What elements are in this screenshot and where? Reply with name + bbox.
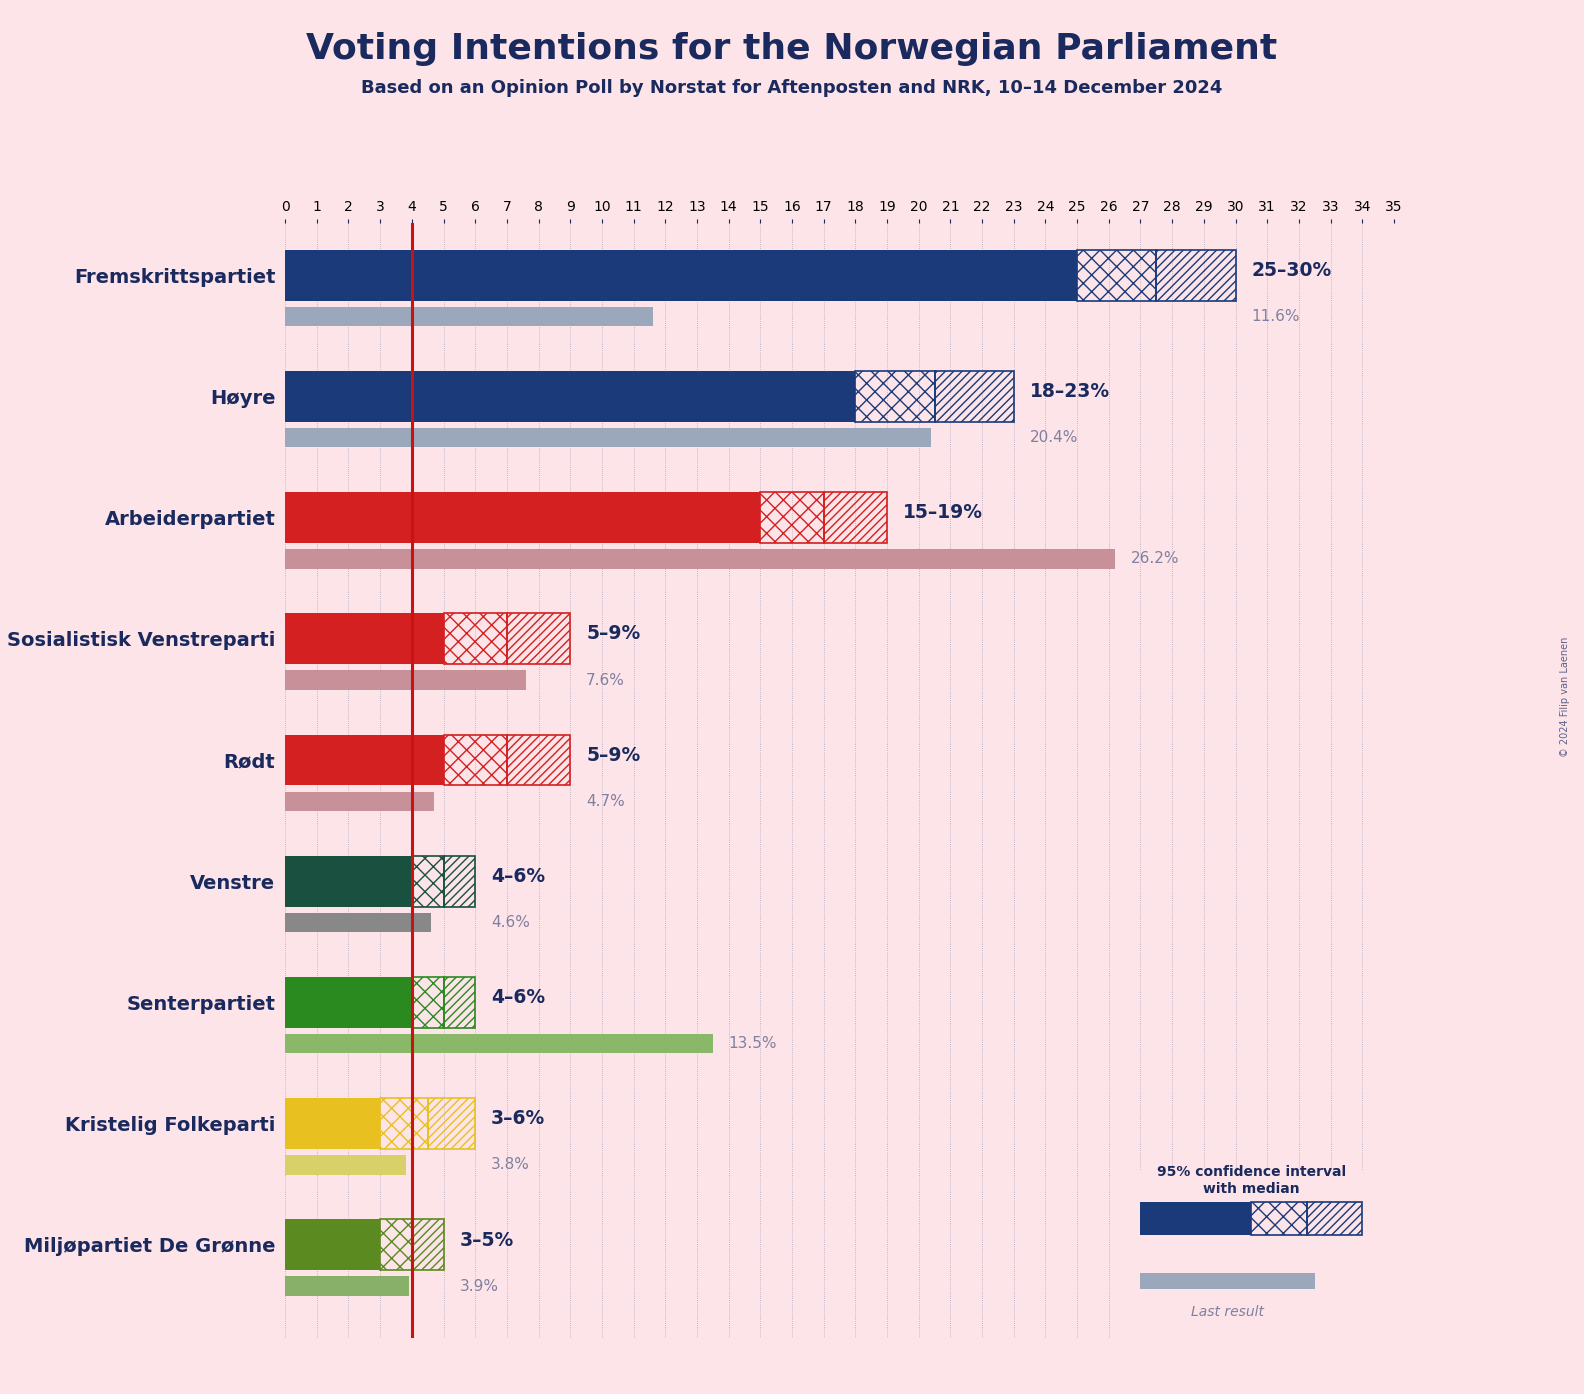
- Bar: [824, 492, 887, 544]
- Bar: [285, 977, 412, 1027]
- Bar: [285, 549, 1115, 569]
- Bar: [380, 1220, 412, 1270]
- Text: 11.6%: 11.6%: [1251, 309, 1300, 323]
- Bar: [1251, 1202, 1307, 1235]
- Text: 95% confidence interval
with median: 95% confidence interval with median: [1156, 1165, 1346, 1196]
- Text: 4–6%: 4–6%: [491, 867, 545, 887]
- Text: 7.6%: 7.6%: [586, 672, 626, 687]
- Bar: [285, 613, 444, 665]
- Bar: [1156, 250, 1236, 301]
- Bar: [428, 1098, 475, 1149]
- Bar: [507, 613, 570, 665]
- Bar: [1140, 1202, 1251, 1235]
- Bar: [285, 735, 444, 785]
- Text: Based on an Opinion Poll by Norstat for Aftenposten and NRK, 10–14 December 2024: Based on an Opinion Poll by Norstat for …: [361, 79, 1223, 96]
- Bar: [285, 1277, 409, 1296]
- Text: 3–6%: 3–6%: [491, 1110, 545, 1128]
- Text: 25–30%: 25–30%: [1251, 261, 1332, 280]
- Bar: [412, 856, 444, 906]
- Bar: [285, 428, 931, 447]
- Bar: [285, 1034, 713, 1054]
- Bar: [285, 671, 526, 690]
- Bar: [444, 977, 475, 1027]
- Text: 3.9%: 3.9%: [459, 1278, 499, 1294]
- Text: 26.2%: 26.2%: [1131, 551, 1180, 566]
- Text: 3–5%: 3–5%: [459, 1231, 513, 1249]
- Text: Voting Intentions for the Norwegian Parliament: Voting Intentions for the Norwegian Parl…: [306, 32, 1278, 66]
- Bar: [935, 371, 1014, 422]
- Bar: [285, 792, 434, 811]
- Bar: [285, 371, 855, 422]
- Text: 4.7%: 4.7%: [586, 793, 624, 809]
- Bar: [444, 735, 507, 785]
- Bar: [1077, 250, 1156, 301]
- Text: 15–19%: 15–19%: [903, 503, 984, 523]
- Bar: [285, 856, 412, 906]
- Text: 3.8%: 3.8%: [491, 1157, 531, 1172]
- Bar: [1140, 1273, 1315, 1289]
- Bar: [285, 250, 1077, 301]
- Bar: [285, 492, 760, 544]
- Bar: [444, 613, 507, 665]
- Bar: [412, 1220, 444, 1270]
- Bar: [507, 735, 570, 785]
- Text: 5–9%: 5–9%: [586, 625, 640, 644]
- Bar: [285, 913, 431, 933]
- Text: 5–9%: 5–9%: [586, 746, 640, 765]
- Bar: [412, 977, 444, 1027]
- Text: Last result: Last result: [1191, 1305, 1264, 1319]
- Bar: [285, 1220, 380, 1270]
- Bar: [760, 492, 824, 544]
- Bar: [1307, 1202, 1362, 1235]
- Bar: [444, 856, 475, 906]
- Text: 4–6%: 4–6%: [491, 988, 545, 1006]
- Text: 20.4%: 20.4%: [1030, 431, 1079, 445]
- Text: 4.6%: 4.6%: [491, 914, 531, 930]
- Bar: [855, 371, 935, 422]
- Text: 13.5%: 13.5%: [729, 1036, 778, 1051]
- Bar: [380, 1098, 428, 1149]
- Bar: [285, 1156, 406, 1175]
- Text: © 2024 Filip van Laenen: © 2024 Filip van Laenen: [1560, 637, 1570, 757]
- Bar: [285, 307, 653, 326]
- Text: 18–23%: 18–23%: [1030, 382, 1110, 401]
- Bar: [285, 1098, 380, 1149]
